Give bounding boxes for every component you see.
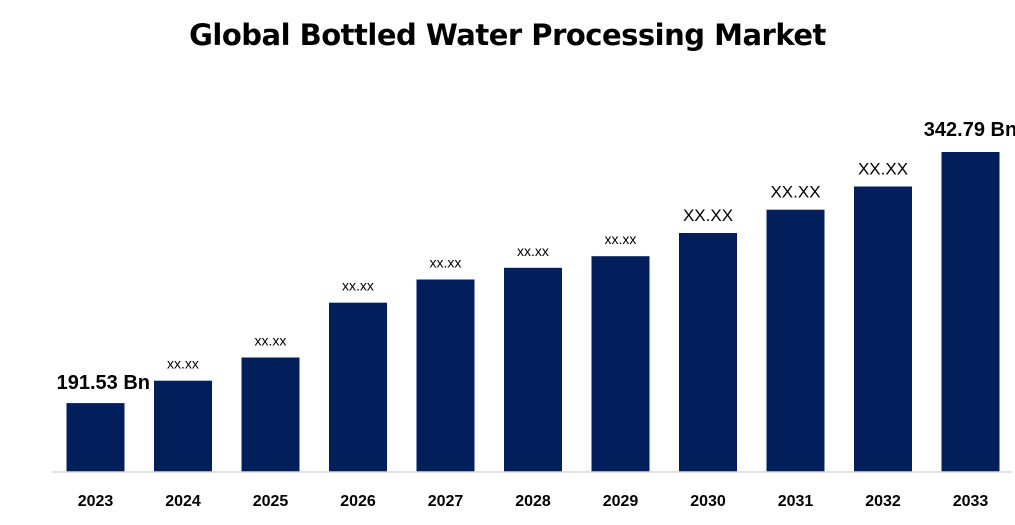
x-tick-2026: 2026 bbox=[340, 493, 376, 510]
x-tick-2031: 2031 bbox=[778, 493, 814, 510]
bar-2029 bbox=[591, 256, 650, 472]
bar-2023 bbox=[66, 403, 125, 472]
x-tick-2028: 2028 bbox=[515, 493, 551, 510]
data-label-2026: xx.xx bbox=[342, 278, 374, 294]
data-label-2032: XX.XX bbox=[858, 160, 908, 179]
data-label-2024: xx.xx bbox=[167, 356, 199, 372]
bar-2025 bbox=[241, 357, 300, 472]
data-label-2023: 191.53 Bn bbox=[57, 372, 150, 394]
bar-2024 bbox=[154, 380, 212, 472]
x-tick-2029: 2029 bbox=[603, 493, 639, 510]
data-label-2025: xx.xx bbox=[255, 332, 287, 348]
bar-2027 bbox=[416, 279, 475, 472]
data-label-2028: xx.xx bbox=[517, 243, 549, 259]
bar-2026 bbox=[329, 302, 387, 472]
x-tick-2023: 2023 bbox=[78, 493, 114, 510]
bars-layer bbox=[66, 152, 1000, 472]
bar-2028 bbox=[504, 267, 562, 472]
x-tick-labels: 2023 2024 2025 2026 2027 2028 2029 2030 2031 2032… bbox=[78, 493, 989, 510]
data-label-2030: XX.XX bbox=[683, 206, 733, 225]
data-label-2027: xx.xx bbox=[430, 254, 462, 270]
x-tick-2030: 2030 bbox=[690, 493, 726, 510]
x-tick-2024: 2024 bbox=[165, 493, 201, 510]
x-tick-2032: 2032 bbox=[865, 493, 901, 510]
chart-title: Global Bottled Water Processing Market bbox=[189, 18, 826, 52]
x-tick-2025: 2025 bbox=[253, 493, 289, 510]
bar-2033 bbox=[941, 152, 1000, 472]
data-label-2033: 342.79 Bn bbox=[924, 119, 1015, 141]
data-label-2029: xx.xx bbox=[605, 231, 637, 247]
bar-2030 bbox=[679, 233, 737, 472]
data-labels-layer: 191.53 Bn xx.xx xx.xx xx.xx xx.xx xx.xx xx.xx X… bbox=[57, 119, 1015, 394]
x-tick-2027: 2027 bbox=[428, 493, 464, 510]
bar-2032 bbox=[854, 186, 912, 472]
data-label-2031: XX.XX bbox=[770, 183, 820, 202]
x-tick-2033: 2033 bbox=[953, 493, 989, 510]
bar-2031 bbox=[766, 209, 825, 472]
